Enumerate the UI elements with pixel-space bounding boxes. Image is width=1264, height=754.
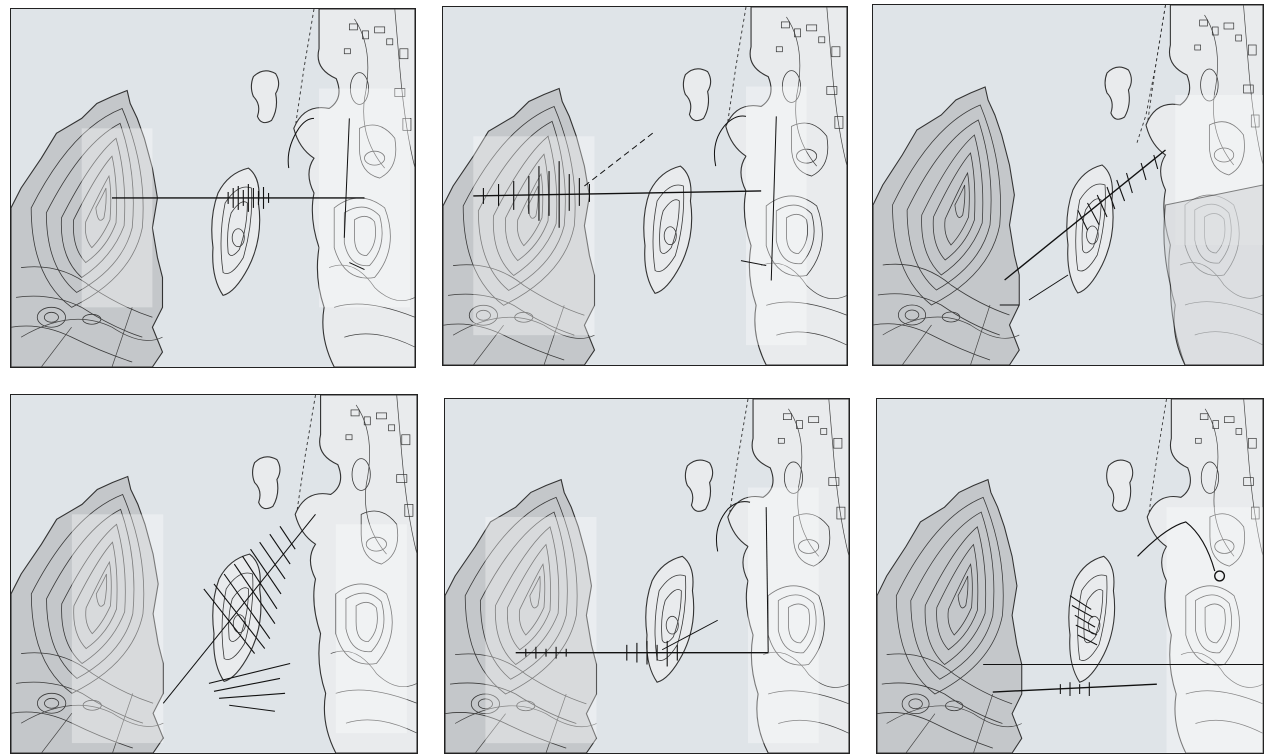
profile-ticks-5: [525, 640, 678, 667]
map-panel-6-drawing: [877, 399, 1263, 753]
profile-ticks-4: [203, 525, 296, 654]
profile-ticks-3: [1077, 154, 1159, 231]
map-panel-1: [10, 8, 416, 368]
map-panel-2-drawing: [443, 7, 847, 365]
map-panel-5-drawing: [445, 399, 849, 753]
profile-ticks-2: [482, 161, 591, 228]
map-panel-6: [876, 398, 1264, 754]
map-panel-1-drawing: [11, 9, 415, 367]
profile-ticks-6: [1059, 595, 1098, 696]
map-panel-3: [872, 4, 1264, 366]
map-panel-4: [10, 394, 418, 754]
map-panel-5: [444, 398, 850, 754]
profile-ticks-4b: [208, 662, 291, 712]
map-panel-2: [442, 6, 848, 366]
map-panel-3-drawing: [873, 5, 1263, 365]
map-panel-4-drawing: [11, 395, 417, 753]
profile-ticks-1: [227, 184, 270, 212]
